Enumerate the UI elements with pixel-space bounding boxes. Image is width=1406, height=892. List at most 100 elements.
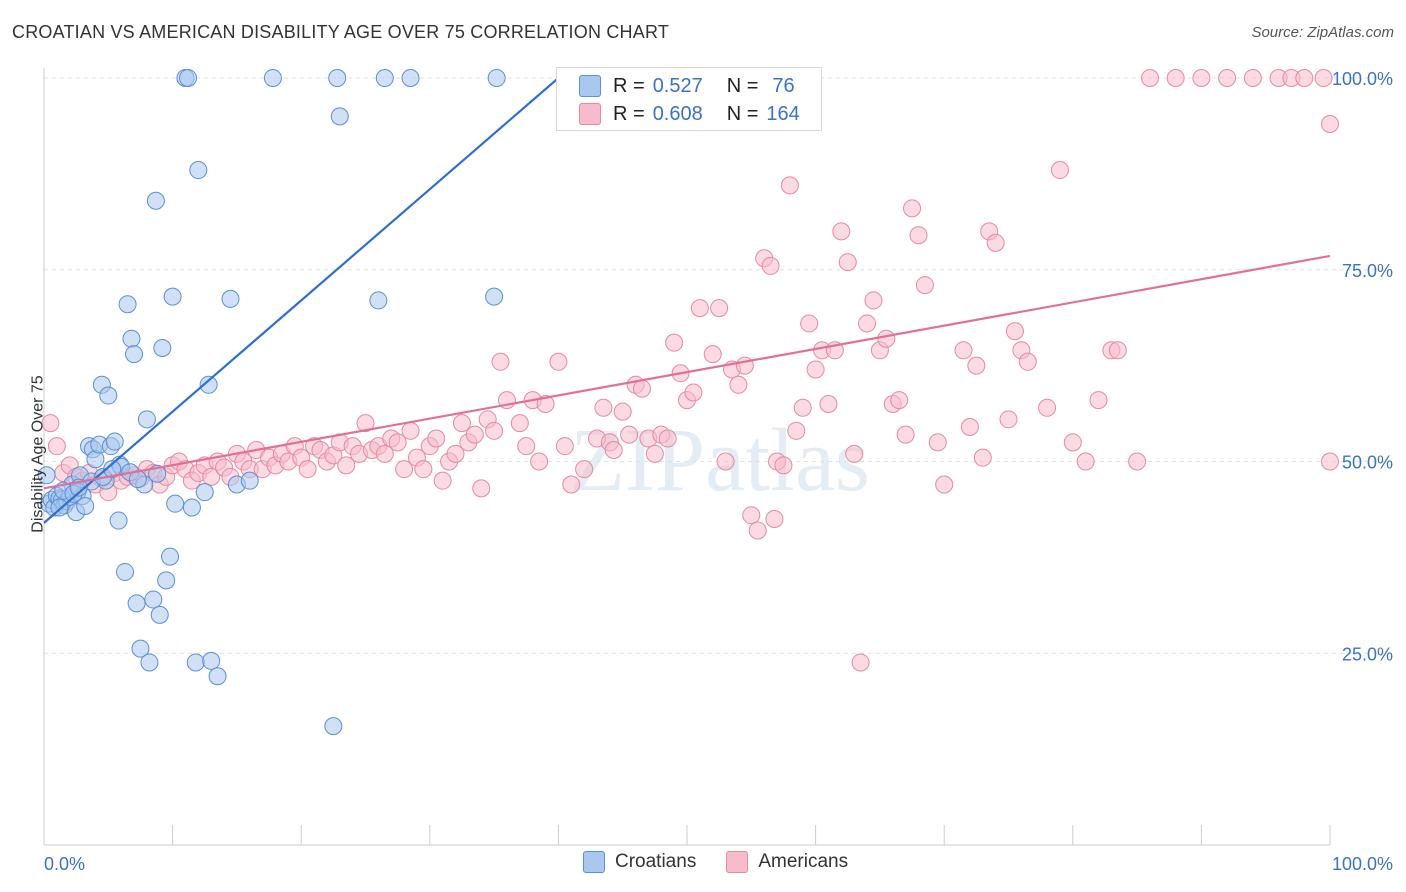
r-label: R = [613, 102, 645, 125]
american-point [298, 460, 317, 479]
american-point [41, 414, 60, 433]
american-point [787, 421, 806, 440]
correlation-legend: R = 0.527 N = 76 R = 0.608 N = 164 [556, 67, 822, 131]
croatian-point [375, 69, 394, 87]
american-point [838, 253, 857, 272]
american-point [414, 460, 433, 479]
american-point [967, 356, 986, 375]
croatian-point [150, 605, 169, 624]
american-point [864, 291, 883, 310]
croatian-point [109, 511, 128, 530]
american-point [1218, 69, 1237, 87]
americans-legend-swatch [726, 851, 749, 873]
croatian-point [118, 295, 137, 314]
american-point [1321, 452, 1339, 471]
american-point [703, 345, 722, 364]
croatian-point [137, 410, 156, 429]
american-point [1089, 391, 1108, 410]
american-point [1108, 341, 1127, 360]
american-point [890, 391, 909, 410]
american-point [690, 299, 709, 318]
croatian-point [125, 345, 144, 364]
american-point [604, 440, 623, 459]
croatian-point [182, 498, 201, 517]
croatian-point [189, 161, 208, 180]
croatian-point [105, 432, 124, 451]
croatian-point [485, 287, 504, 306]
american-point [1140, 69, 1159, 87]
american-point [549, 352, 568, 371]
croatian-point [199, 375, 218, 394]
american-point [395, 460, 414, 479]
croatian-point [99, 386, 118, 405]
croatian-point [240, 471, 259, 490]
legend-row-americans: R = 0.608 N = 164 [557, 101, 800, 127]
croatian-point [157, 571, 176, 590]
american-point [1050, 161, 1069, 180]
american-point [765, 510, 784, 529]
american-point [1295, 69, 1314, 87]
american-point [632, 379, 651, 398]
n-label: N = [726, 74, 759, 97]
chart-title: CROATIAN VS AMERICAN DISABILITY AGE OVER… [12, 22, 670, 42]
american-point [800, 314, 819, 333]
croatian-point [140, 653, 159, 672]
american-point [716, 452, 735, 471]
croatian-point [221, 289, 240, 308]
american-point [530, 452, 549, 471]
american-point [960, 417, 979, 436]
american-point [452, 414, 471, 433]
croatians-legend-swatch [583, 851, 605, 873]
american-point [1314, 69, 1333, 87]
american-point [915, 276, 934, 295]
croatian-point [144, 590, 163, 609]
american-point [337, 456, 356, 475]
croatian-point [487, 69, 506, 87]
americans-points [41, 69, 1339, 672]
american-point [47, 437, 66, 456]
american-point [973, 448, 992, 467]
y-tick-label: 75.0% [1342, 261, 1393, 281]
y-axis-label: Disability Age Over 75 [29, 375, 47, 533]
american-point [954, 341, 973, 360]
croatian-point [103, 460, 122, 479]
american-point [555, 437, 574, 456]
americans-trend-line [43, 254, 1331, 490]
american-point [575, 460, 594, 479]
n-label: N = [726, 102, 759, 125]
american-point [999, 410, 1018, 429]
source-label: Source: ZipAtlas.com [1251, 24, 1394, 41]
croatian-point [369, 291, 388, 310]
croatians-n-value: 76 [772, 74, 795, 97]
croatians-points [37, 69, 506, 736]
legend-item-croatians: Croatians [583, 851, 696, 873]
croatian-point [330, 107, 349, 126]
croatian-point [161, 547, 180, 566]
croatian-point [122, 329, 141, 348]
american-point [1005, 322, 1024, 341]
american-point [1321, 115, 1339, 134]
american-point [465, 425, 484, 444]
tick-labels: 25.0% 50.0% 75.0% 100.0% 0.0% 100.0% [44, 69, 1393, 874]
american-point [1192, 69, 1211, 87]
americans-n-value: 164 [766, 102, 800, 125]
american-point [594, 398, 613, 417]
americans-legend-label: Americans [758, 851, 849, 872]
y-tick-label: 100.0% [1332, 69, 1393, 89]
american-point [356, 414, 375, 433]
x-tick-label: 100.0% [1332, 854, 1393, 874]
american-point [845, 444, 864, 463]
croatian-point [116, 562, 135, 581]
american-point [433, 471, 452, 490]
american-point [774, 456, 793, 475]
croatian-point [153, 338, 172, 357]
croatian-point [328, 69, 347, 87]
american-point [851, 653, 870, 672]
croatian-point [195, 483, 214, 502]
croatians-legend-label: Croatians [615, 851, 697, 872]
american-point [1063, 433, 1082, 452]
american-point [729, 375, 748, 394]
croatians-swatch [579, 75, 601, 97]
american-point [742, 506, 761, 525]
